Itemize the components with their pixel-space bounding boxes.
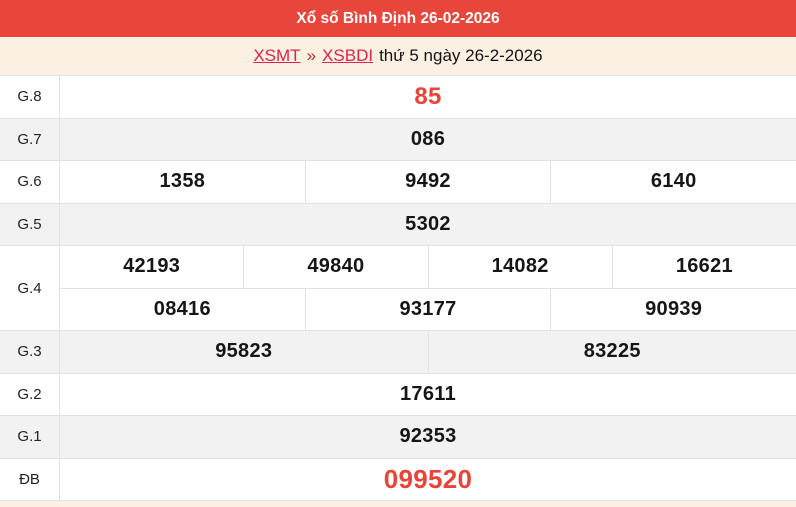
prize-value: 90939 [550, 288, 796, 330]
prize-row: G.4 42193 49840 14082 16621 08416 93177 90939 [0, 246, 796, 331]
page-header: Xổ số Bình Định 26-02-2026 [0, 0, 796, 37]
prize-value: 5302 [405, 212, 451, 235]
prize-sub-row: 5302 [60, 204, 796, 246]
prize-value: 93177 [304, 288, 551, 330]
breadcrumb-link-xsmt[interactable]: XSMT [253, 46, 301, 65]
page-title: Xổ số Bình Định 26-02-2026 [296, 9, 500, 27]
prize-value: 49840 [243, 246, 427, 288]
breadcrumb: XSMT » XSBDI thứ 5 ngày 26-2-2026 [0, 37, 796, 75]
prize-sub-row: 086 [60, 119, 796, 161]
prize-label: ĐB [0, 458, 60, 500]
breadcrumb-date: thứ 5 ngày 26-2-2026 [379, 46, 543, 65]
prize-values: 17611 [60, 374, 796, 416]
prize-row: G.6 1358 9492 6140 [0, 161, 796, 204]
prize-value: 16621 [611, 246, 796, 288]
prize-value: 17611 [399, 382, 456, 405]
prize-row: G.2 17611 [0, 373, 796, 416]
prize-value: 08416 [153, 297, 211, 320]
prize-values: 95823 83225 [60, 331, 796, 373]
prize-value: 95823 [215, 340, 273, 363]
prize-values: 086 [60, 119, 796, 161]
prize-sub-row: 85 [60, 76, 796, 118]
prize-row: G.8 85 [0, 76, 796, 119]
results-table: G.8 85 G.7 086 G.6 1358 9492 6140 G.5 5302 G.4 4219… [0, 75, 796, 501]
prize-value: 9492 [304, 161, 551, 203]
breadcrumb-link-xsbdi[interactable]: XSBDI [322, 46, 374, 65]
prize-values: 85 [60, 76, 796, 118]
prize-values: 099520 [60, 459, 796, 501]
prize-row: G.7 086 [0, 118, 796, 161]
prize-sub-row: 1358 9492 6140 [60, 161, 796, 203]
prize-values: 1358 9492 6140 [60, 161, 796, 203]
prize-sub-row: 92353 [60, 416, 796, 458]
prize-label: G.6 [0, 161, 60, 203]
prize-sub-row: 099520 [60, 459, 796, 501]
prize-values: 5302 [60, 204, 796, 246]
prize-value: 92353 [399, 425, 457, 448]
prize-row: ĐB 099520 [0, 458, 796, 501]
prize-row: G.5 5302 [0, 203, 796, 246]
prize-value: 85 [414, 82, 442, 110]
prize-sub-row: 17611 [60, 374, 796, 416]
prize-value: 6140 [550, 161, 796, 203]
prize-sub-row: 42193 49840 14082 16621 [60, 246, 796, 288]
prize-sub-row: 08416 93177 90939 [60, 287, 796, 330]
prize-value: 83225 [427, 331, 796, 373]
prize-values: 92353 [60, 416, 796, 458]
prize-value: 1358 [159, 170, 206, 193]
prize-row: G.1 92353 [0, 416, 796, 459]
prize-label: G.2 [0, 373, 60, 415]
prize-value: 42193 [123, 255, 181, 278]
prize-value: 086 [410, 127, 446, 150]
prize-row: G.3 95823 83225 [0, 331, 796, 374]
breadcrumb-separator: » [306, 46, 317, 65]
prize-label: G.7 [0, 118, 60, 160]
prize-value: 099520 [383, 463, 473, 494]
prize-values: 42193 49840 14082 16621 08416 93177 90939 [60, 246, 796, 330]
prize-label: G.3 [0, 331, 60, 373]
prize-value: 14082 [427, 246, 612, 288]
prize-sub-row: 95823 83225 [60, 331, 796, 373]
prize-label: G.8 [0, 76, 60, 118]
prize-label: G.5 [0, 203, 60, 245]
prize-label: G.1 [0, 416, 60, 458]
prize-label: G.4 [0, 246, 60, 330]
